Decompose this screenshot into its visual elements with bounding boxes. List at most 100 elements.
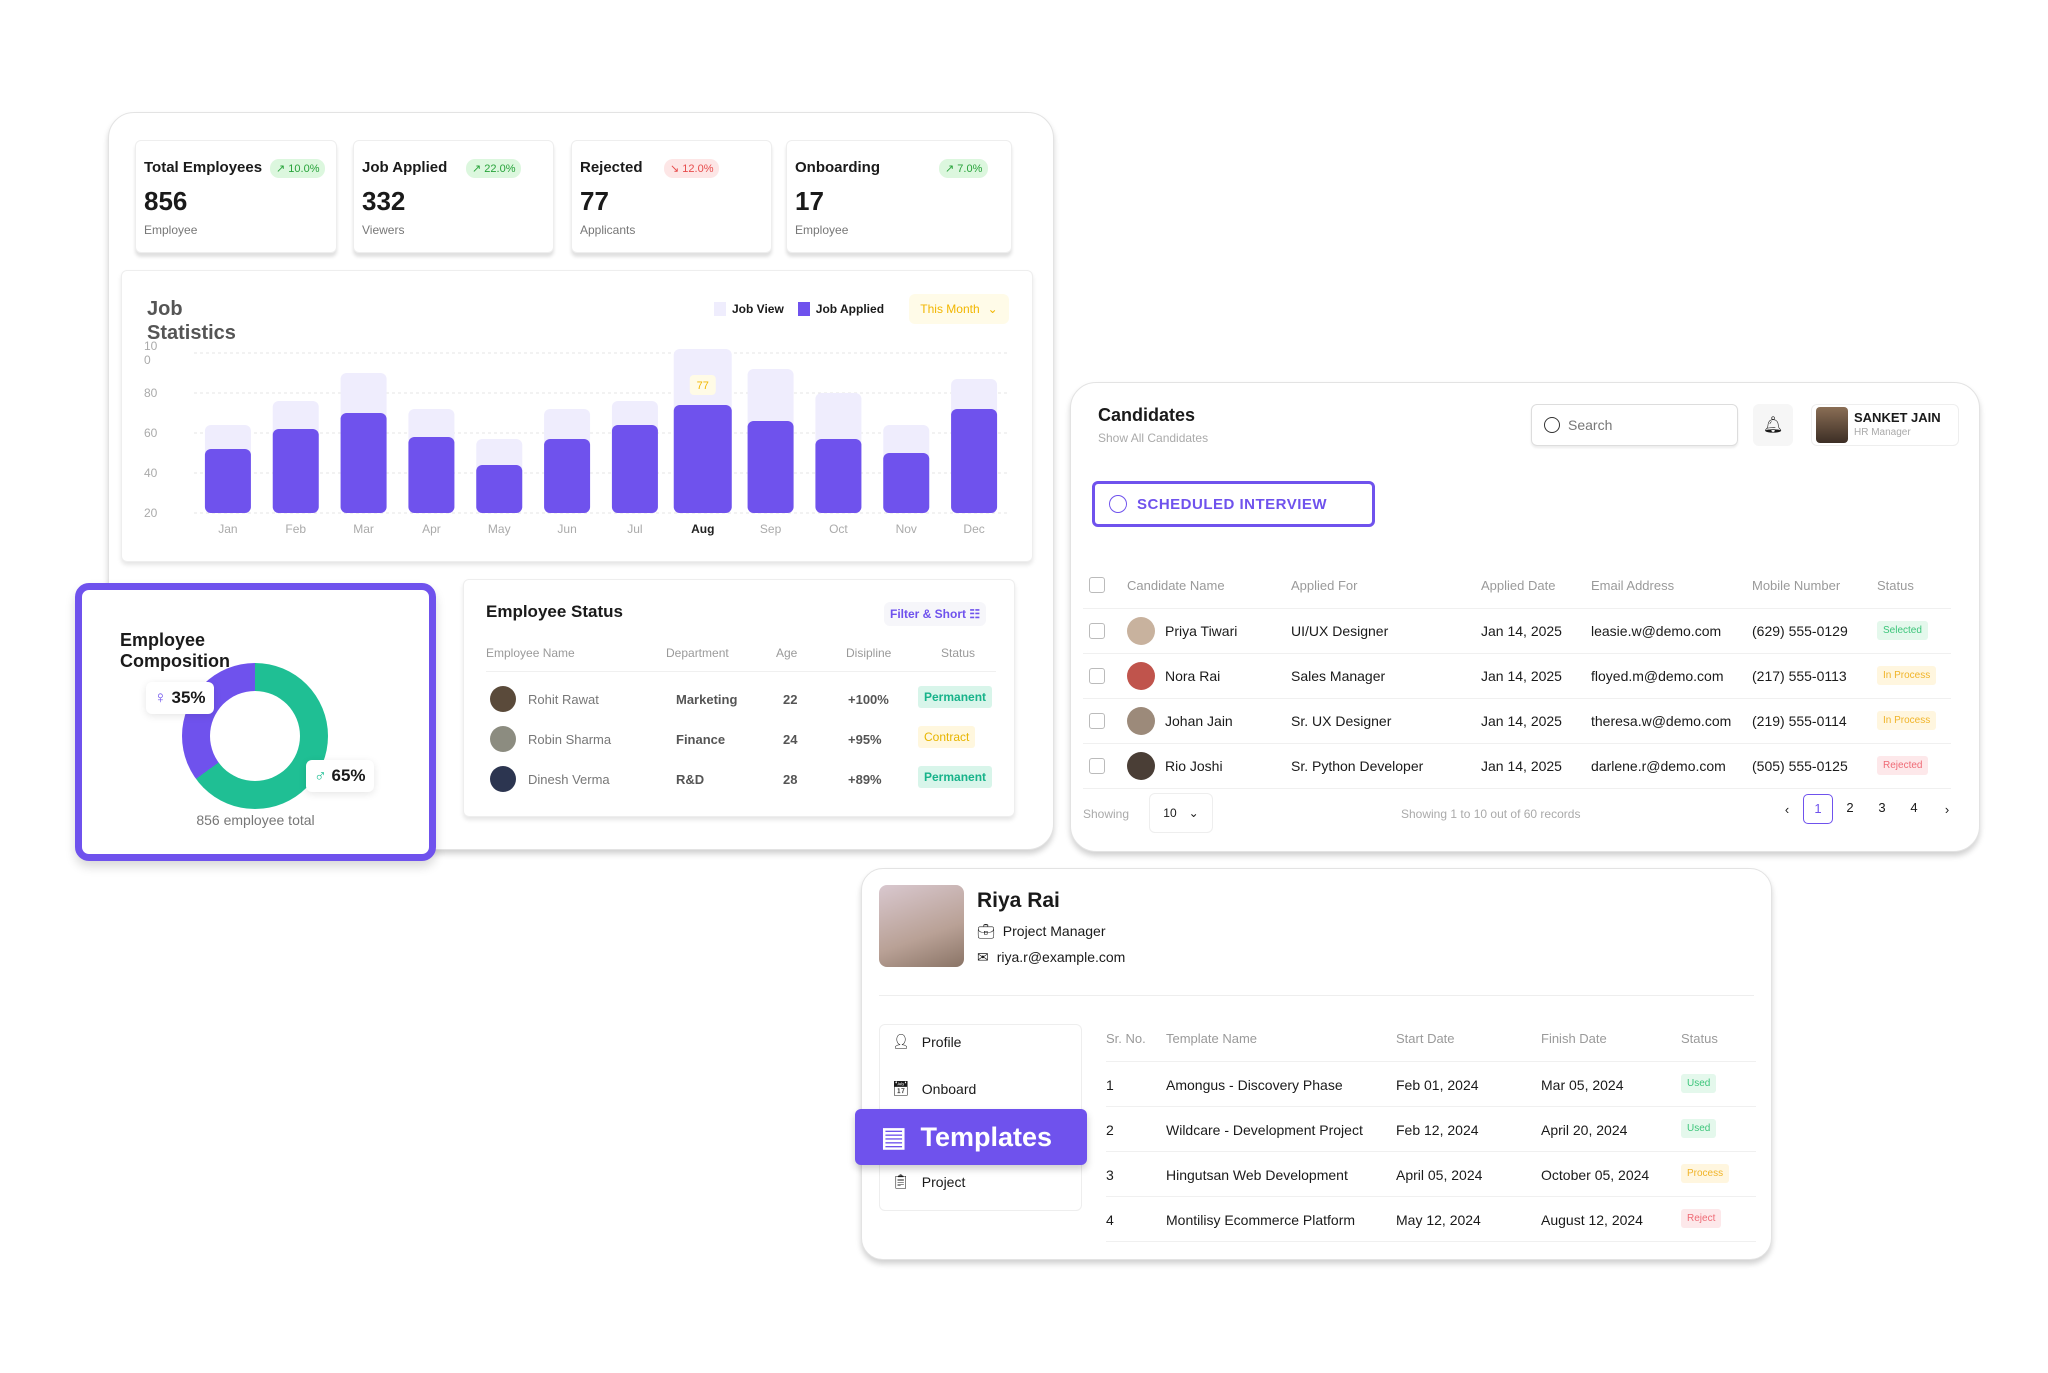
menu-item-onboard[interactable]: 📅︎ Onboard <box>892 1080 977 1097</box>
table-row[interactable]: Johan Jain Sr. UX Designer Jan 14, 2025 … <box>1083 699 1951 744</box>
profile-photo <box>879 885 964 967</box>
department: Finance <box>676 732 726 747</box>
user-name: SANKET JAIN <box>1854 410 1941 425</box>
start-date: Feb 12, 2024 <box>1396 1122 1479 1138</box>
employee-name: Rohit Rawat <box>528 692 599 707</box>
trend-up-icon: ↗ <box>276 163 286 175</box>
stat-subtitle: Viewers <box>362 223 405 237</box>
stat-title: Job Applied <box>362 159 448 176</box>
table-row[interactable]: Dinesh Verma R&D 28 +89% Permanent <box>486 764 996 796</box>
prev-page-icon[interactable]: ‹ <box>1784 801 1790 817</box>
search-input[interactable]: Search <box>1531 404 1738 446</box>
column-header: Status <box>1681 1031 1718 1046</box>
x-tick-label: Jul <box>627 522 642 536</box>
mobile: (219) 555-0114 <box>1752 713 1847 729</box>
bar-job-applied <box>340 413 387 513</box>
avatar <box>1127 707 1155 735</box>
email: floyed.m@demo.com <box>1591 668 1724 684</box>
profile-card: Riya Rai 💼︎ Project Manager ✉ riya.r@examp… <box>861 868 1772 1260</box>
composition-title-line2: Composition <box>120 651 230 671</box>
column-header: Applied Date <box>1481 578 1556 593</box>
sr-no: 4 <box>1106 1212 1114 1228</box>
row-checkbox[interactable] <box>1089 623 1105 639</box>
x-tick-label: Dec <box>963 522 984 536</box>
filter-sort-button[interactable]: Filter & Short ☷ <box>884 602 987 626</box>
sr-no: 2 <box>1106 1122 1114 1138</box>
male-icon: ♂ <box>314 766 327 785</box>
mobile: (505) 555-0125 <box>1752 758 1848 774</box>
menu-item-profile[interactable]: 👤︎ Profile <box>892 1033 962 1050</box>
table-row[interactable]: Nora Rai Sales Manager Jan 14, 2025 floy… <box>1083 654 1951 699</box>
calendar-check-icon: 📅︎ <box>892 1080 910 1096</box>
page-button[interactable]: 3 <box>1878 800 1886 815</box>
job-statistics-chart: 20 40 60 80 100 Jan Feb Mar Apr May Jun Jul Aug 77 Sep… <box>144 339 1008 536</box>
bar-job-applied <box>883 453 930 513</box>
y-tick-label: 40 <box>144 466 158 480</box>
row-checkbox[interactable] <box>1089 713 1105 729</box>
user-role: HR Manager <box>1854 427 1911 438</box>
period-label: This Month <box>920 302 980 316</box>
next-page-icon[interactable]: › <box>1944 801 1950 817</box>
column-header: Email Address <box>1591 578 1675 593</box>
legend-job-applied: Job Applied <box>797 302 884 316</box>
user-menu[interactable]: SANKET JAIN HR Manager <box>1811 404 1959 446</box>
column-header: Start Date <box>1396 1031 1455 1046</box>
table-row[interactable]: Rio Joshi Sr. Python Developer Jan 14, 2… <box>1083 744 1951 789</box>
select-all-checkbox[interactable] <box>1089 577 1105 593</box>
applied-for: Sales Manager <box>1291 668 1386 684</box>
table-row[interactable]: 1 Amongus - Discovery Phase Feb 01, 2024… <box>1106 1062 1756 1107</box>
column-header: Employee Name <box>486 646 575 660</box>
bar-job-applied <box>951 409 998 513</box>
briefcase-icon: 💼︎ <box>977 923 995 939</box>
column-header: Department <box>666 646 729 660</box>
stat-card: Rejected ↘ 12.0% 77 Applicants <box>571 140 772 253</box>
notification-button[interactable]: 🔔︎ <box>1753 404 1793 446</box>
table-row[interactable]: Rohit Rawat Marketing 22 +100% Permanent <box>486 684 996 716</box>
bar-job-applied <box>815 439 862 513</box>
page-button[interactable]: 1 <box>1803 794 1833 824</box>
candidate-name: Priya Tiwari <box>1165 623 1238 639</box>
status-badge: Process <box>1681 1164 1730 1183</box>
x-tick-label: Mar <box>353 522 374 536</box>
employee-name: Robin Sharma <box>528 732 612 747</box>
status-badge: Selected <box>1877 621 1928 640</box>
applied-date: Jan 14, 2025 <box>1481 758 1562 774</box>
bar-job-applied <box>747 421 794 513</box>
profile-role: 💼︎ Project Manager <box>977 923 1106 939</box>
row-checkbox[interactable] <box>1089 758 1105 774</box>
row-checkbox[interactable] <box>1089 668 1105 684</box>
scheduled-interview-button[interactable]: SCHEDULED INTERVIEW <box>1092 481 1375 527</box>
table-row[interactable]: 4 Montilisy Ecommerce Platform May 12, 2… <box>1106 1197 1756 1242</box>
period-dropdown[interactable]: This Month ⌄ <box>909 294 1009 324</box>
column-header: Age <box>776 646 798 660</box>
candidates-card: Candidates Show All Candidates Search 🔔︎… <box>1070 382 1980 852</box>
stat-change-badge: ↗ 22.0% <box>466 159 522 178</box>
template-name: Montilisy Ecommerce Platform <box>1166 1212 1356 1228</box>
bell-icon: 🔔︎ <box>1762 417 1784 434</box>
candidates-subtitle[interactable]: Show All Candidates <box>1098 431 1209 445</box>
table-row[interactable]: 2 Wildcare - Development Project Feb 12,… <box>1106 1107 1756 1152</box>
table-row[interactable]: Priya Tiwari UI/UX Designer Jan 14, 2025… <box>1083 609 1951 654</box>
applied-date: Jan 14, 2025 <box>1481 713 1562 729</box>
table-row[interactable]: 3 Hingutsan Web Development April 05, 20… <box>1106 1152 1756 1197</box>
column-header: Template Name <box>1166 1031 1258 1046</box>
bar-job-applied <box>476 465 523 513</box>
status-badge: Rejected <box>1877 756 1929 775</box>
template-name: Amongus - Discovery Phase <box>1166 1077 1343 1093</box>
discipline: +100% <box>848 692 889 707</box>
person-icon: 👤︎ <box>892 1033 910 1049</box>
menu-item-templates[interactable]: ▤ Templates <box>855 1109 1087 1165</box>
menu-item-project[interactable]: 📋︎ Project <box>892 1173 966 1190</box>
table-row[interactable]: Robin Sharma Finance 24 +95% Contract <box>486 724 996 756</box>
page-button[interactable]: 4 <box>1910 800 1918 815</box>
sliders-icon: ☷ <box>969 607 981 621</box>
stat-title: Rejected <box>580 159 643 176</box>
legend-job-view: Job View <box>714 302 784 316</box>
page-button[interactable]: 2 <box>1846 800 1854 815</box>
employee-status-panel: Employee Status Filter & Short ☷ Employe… <box>463 579 1015 817</box>
department: Marketing <box>676 692 738 707</box>
clipboard-icon: 📋︎ <box>892 1173 910 1189</box>
finish-date: Mar 05, 2024 <box>1541 1077 1624 1093</box>
stat-value: 332 <box>362 186 406 216</box>
page-size-select[interactable]: 10 ⌄ <box>1149 793 1213 833</box>
